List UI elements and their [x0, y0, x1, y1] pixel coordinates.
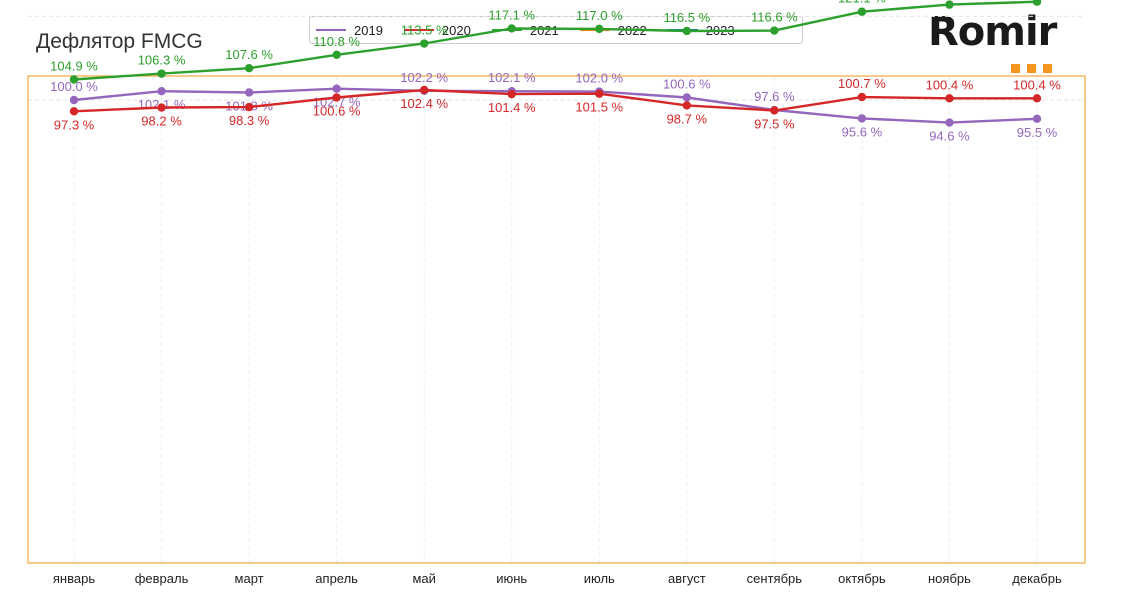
romir-logo: Romir: [928, 10, 1088, 74]
data-point-2021: [244, 64, 254, 73]
data-point-2020: [1032, 94, 1042, 103]
data-point-2019: [1032, 114, 1042, 124]
x-tick-label: апрель: [315, 571, 358, 586]
data-point-2020: [244, 102, 254, 112]
x-tick-label: август: [668, 571, 706, 586]
data-label-2019: 100.0 %: [50, 79, 98, 94]
data-point-2019: [244, 88, 254, 97]
legend-line-2019: [316, 29, 346, 31]
data-label-2020: 102.4 %: [400, 96, 448, 111]
x-tick-label: март: [235, 571, 264, 586]
data-label-2020: 98.7 %: [667, 111, 708, 126]
data-label-2021: 107.6 %: [225, 47, 273, 62]
data-label-2021: 116.5 %: [663, 10, 710, 25]
x-tick-label: октябрь: [838, 571, 886, 586]
data-point-2021: [682, 26, 692, 36]
data-label-2019: 100.6 %: [663, 76, 711, 91]
data-point-2021: [595, 24, 604, 34]
data-label-2021: 116.6 %: [751, 10, 798, 25]
chart-title: Дефлятор FMCG: [36, 30, 203, 53]
data-point-2020: [69, 107, 79, 116]
data-label-2019: 102.1 %: [488, 70, 536, 85]
data-point-2019: [682, 93, 692, 102]
data-point-2021: [857, 7, 867, 16]
x-tick-label: январь: [53, 571, 95, 586]
data-label-2019: 95.6 %: [842, 124, 883, 139]
data-point-2021: [419, 39, 429, 48]
data-label-2020: 98.3 %: [229, 113, 270, 128]
data-label-2020: 100.4 %: [1013, 77, 1061, 92]
data-label-2019: 94.6 %: [929, 129, 970, 144]
series-line-2019: [73, 87, 1038, 124]
data-point-2020: [157, 103, 166, 112]
data-point-2019: [945, 118, 954, 127]
data-label-2020: 101.4 %: [488, 100, 536, 115]
data-point-2021: [157, 69, 166, 78]
data-point-2019: [157, 87, 166, 96]
data-point-2021: [507, 24, 516, 33]
legend-label-2020: 2020: [441, 22, 471, 38]
data-point-2019: [69, 95, 79, 105]
x-tick-label: декабрь: [1012, 571, 1062, 586]
data-point-2020: [332, 93, 341, 102]
data-point-2021: [1032, 0, 1042, 6]
data-point-2021: [332, 50, 341, 60]
data-label-2020: 101.5 %: [575, 100, 623, 115]
data-label-2020: 100.6 %: [313, 103, 361, 118]
data-label-2020: 97.3 %: [54, 117, 95, 132]
data-point-2021: [945, 0, 954, 9]
x-tick-label: июль: [584, 571, 615, 586]
data-label-2021: 113.5 %: [401, 23, 448, 38]
data-point-2020: [857, 92, 867, 102]
series-line-2021: [73, 0, 1038, 81]
x-tick-label: ноябрь: [928, 571, 971, 586]
data-label-2021: 104.9 %: [50, 59, 98, 74]
data-point-2020: [507, 89, 516, 99]
logo-dot: [1027, 64, 1036, 73]
data-label-2019: 95.5 %: [1017, 125, 1058, 140]
data-label-2021: 110.8 %: [313, 34, 360, 49]
legend-entry-2020: 2020: [403, 22, 471, 38]
x-tick-label: февраль: [135, 571, 189, 586]
data-label-2021: 117.0 %: [576, 8, 623, 23]
logo-dot: [1043, 64, 1052, 73]
data-label-2021: 106.3 %: [138, 53, 186, 68]
data-label-2020: 97.5 %: [754, 116, 795, 131]
data-label-2021: 121.1 %: [838, 0, 886, 6]
legend-entry-2019: 2019: [316, 23, 383, 38]
data-point-2021: [770, 26, 779, 35]
data-label-2020: 98.2 %: [141, 114, 182, 129]
data-label-2019: 102.0 %: [575, 71, 623, 86]
data-point-2020: [419, 85, 429, 95]
data-label-2020: 100.4 %: [926, 77, 974, 92]
series-line-2020: [73, 88, 1037, 113]
data-point-2019: [332, 84, 341, 93]
x-tick-label: сентябрь: [747, 571, 803, 586]
plot-frame: [27, 75, 1086, 564]
data-point-2020: [682, 101, 692, 110]
data-label-2019: 97.6 %: [754, 89, 795, 104]
legend-label-2021: 2021: [529, 22, 559, 38]
data-label-2019: 102.2 %: [400, 70, 448, 85]
data-point-2020: [595, 89, 604, 98]
x-tick-label: июнь: [496, 571, 527, 586]
data-point-2020: [770, 106, 779, 115]
data-label-2020: 100.7 %: [838, 76, 886, 91]
data-point-2021: [69, 75, 79, 84]
data-point-2019: [857, 114, 867, 123]
legend-line-2020: [403, 29, 434, 31]
data-point-2020: [945, 94, 954, 103]
logo-dots: [1011, 60, 1059, 78]
logo-dot: [1011, 64, 1020, 73]
legend-label-2019: 2019: [354, 22, 383, 38]
data-label-2021: 117.1 %: [488, 7, 535, 22]
logo-text: Romir: [928, 9, 1057, 55]
x-tick-label: май: [412, 571, 435, 586]
